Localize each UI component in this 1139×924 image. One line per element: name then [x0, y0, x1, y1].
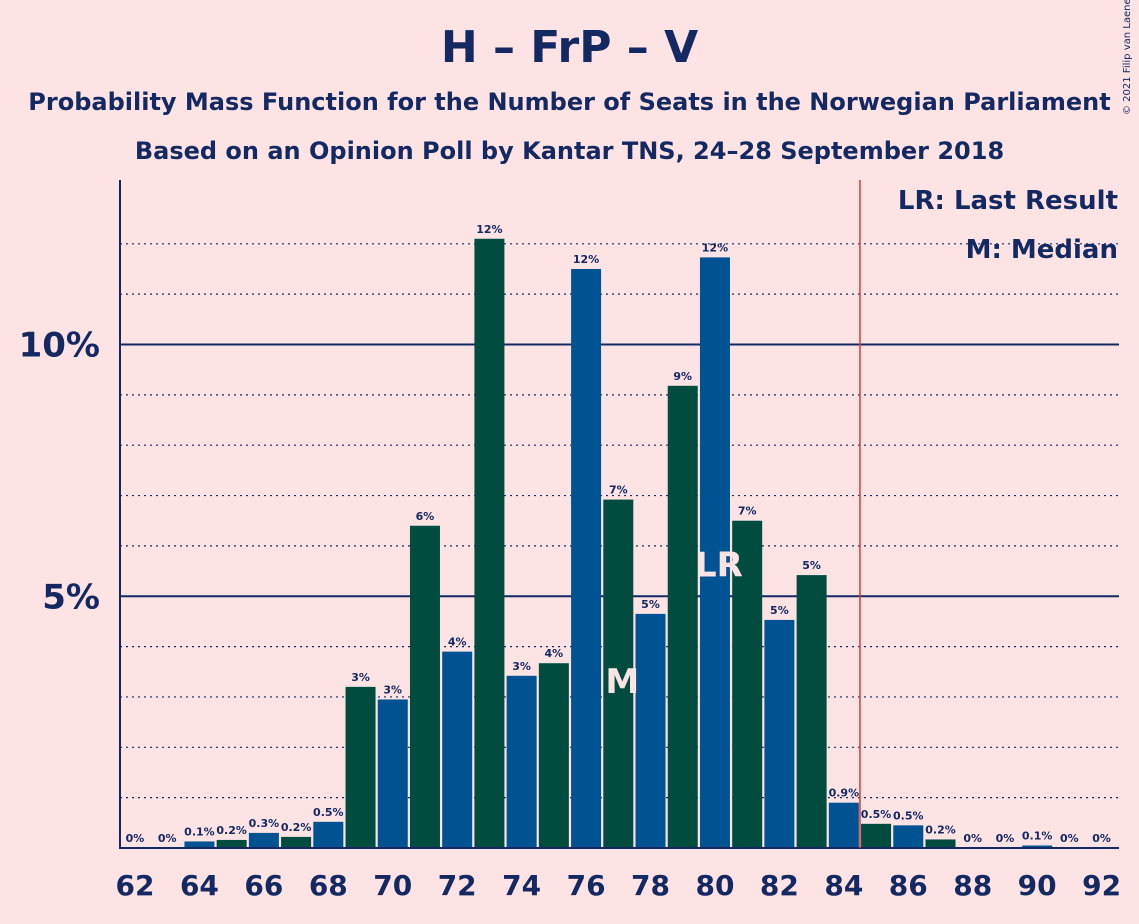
bars: [184, 238, 1053, 849]
bar-seats-72: [442, 651, 473, 848]
bar-label-92: 0%: [1092, 832, 1111, 845]
x-tick-label: 62: [116, 869, 155, 902]
bar-seats-70: [377, 699, 408, 848]
bar-label-88: 0%: [963, 832, 982, 845]
x-tick-label: 78: [631, 869, 670, 902]
bar-seats-81: [732, 520, 763, 848]
bar-seats-78: [635, 613, 666, 848]
bar-label-82: 5%: [770, 604, 789, 617]
bar-seats-69: [345, 686, 376, 848]
x-tick-label: 84: [824, 869, 863, 902]
chart-subtitle-poll: Based on an Opinion Poll by Kantar TNS, …: [134, 137, 1005, 165]
x-tick-label: 76: [567, 869, 606, 902]
bar-seats-65: [216, 839, 247, 848]
x-tick-label: 80: [695, 869, 734, 902]
y-tick-label: 10%: [19, 326, 100, 366]
chart-subtitle: Probability Mass Function for the Number…: [28, 88, 1111, 116]
bar-label-66: 0.3%: [249, 817, 280, 830]
bar-seats-66: [248, 832, 279, 848]
bar-label-69: 3%: [351, 671, 370, 684]
bar-seats-90: [1022, 845, 1053, 848]
bar-seats-85: [861, 823, 892, 848]
bar-seats-84: [828, 802, 859, 848]
bar-seats-71: [409, 525, 440, 848]
bar-label-67: 0.2%: [281, 821, 312, 834]
bar-label-84: 0.9%: [829, 787, 860, 800]
bar-label-74: 3%: [512, 660, 531, 673]
x-tick-label: 68: [309, 869, 348, 902]
median-marker: M: [605, 662, 639, 702]
bar-seats-67: [281, 836, 312, 848]
bar-label-89: 0%: [996, 832, 1015, 845]
bar-label-78: 5%: [641, 598, 660, 611]
chart-title: H – FrP – V: [440, 22, 699, 73]
bar-seats-86: [893, 825, 924, 848]
legend-median: M: Median: [966, 235, 1118, 265]
y-tick-label: 5%: [42, 577, 100, 617]
bar-label-73: 12%: [476, 223, 502, 236]
bar-label-65: 0.2%: [216, 824, 247, 837]
axes: 62 64 66 68 70 72 74 76 78 80 82 84 86 88 90 92: [116, 180, 1121, 902]
bar-label-86: 0.5%: [893, 809, 924, 822]
bar-label-85: 0.5%: [861, 808, 892, 821]
bar-label-91: 0%: [1060, 832, 1079, 845]
bar-label-63: 0%: [158, 832, 177, 845]
bar-label-68: 0.5%: [313, 806, 344, 819]
bar-labels: 0% 0%0.1% 0.2%0.3% 0.2%0.5%3%3%6%4%12%3%4%1…: [126, 223, 1111, 845]
bar-seats-64: [184, 841, 215, 848]
bar-label-62: 0%: [126, 832, 145, 845]
legend-last-result: LR: Last Result: [898, 186, 1118, 216]
bar-seats-87: [925, 839, 956, 848]
x-tick-label: 90: [1018, 869, 1057, 902]
x-tick-label: 86: [889, 869, 928, 902]
bar-label-72: 4%: [448, 636, 467, 649]
bar-label-83: 5%: [802, 559, 821, 572]
x-tick-label: 66: [244, 869, 283, 902]
bar-label-76: 12%: [573, 253, 599, 266]
x-tick-label: 72: [438, 869, 477, 902]
bar-seats-76: [571, 268, 602, 849]
bar-seats-73: [474, 238, 505, 848]
x-tick-label: 64: [180, 869, 219, 902]
bar-label-71: 6%: [416, 510, 435, 523]
bar-seats-79: [667, 385, 698, 848]
bar-label-79: 9%: [673, 370, 692, 383]
bar-markers: M LR: [605, 546, 743, 702]
bar-label-64: 0.1%: [184, 825, 215, 838]
bar-seats-77: [603, 499, 634, 848]
bar-seats-82: [764, 619, 795, 848]
bar-label-81: 7%: [738, 505, 757, 518]
bar-seats-74: [506, 675, 537, 848]
bar-label-87: 0.2%: [925, 823, 956, 836]
x-tick-label: 70: [373, 869, 412, 902]
bar-seats-75: [538, 663, 569, 848]
bar-label-90: 0.1%: [1022, 829, 1053, 842]
x-tick-label: 82: [760, 869, 799, 902]
x-tick-label: 88: [953, 869, 992, 902]
bar-seats-80: [699, 257, 730, 848]
bar-label-75: 4%: [545, 647, 564, 660]
bar-seats-83: [796, 575, 827, 848]
bar-label-80: 12%: [702, 241, 728, 254]
bar-label-77: 7%: [609, 484, 628, 497]
x-tick-label: 74: [502, 869, 541, 902]
x-tick-label: 92: [1082, 869, 1121, 902]
last-result-marker: LR: [695, 546, 743, 586]
bar-seats-68: [313, 821, 344, 848]
bar-label-70: 3%: [383, 683, 402, 696]
